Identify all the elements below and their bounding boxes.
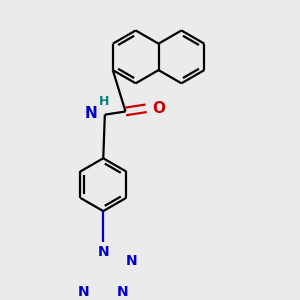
Text: N: N bbox=[98, 245, 109, 260]
Text: N: N bbox=[126, 254, 137, 268]
Text: N: N bbox=[78, 285, 89, 299]
Text: N: N bbox=[117, 285, 129, 299]
Text: N: N bbox=[85, 106, 98, 121]
Text: O: O bbox=[152, 101, 165, 116]
Text: H: H bbox=[99, 95, 109, 108]
